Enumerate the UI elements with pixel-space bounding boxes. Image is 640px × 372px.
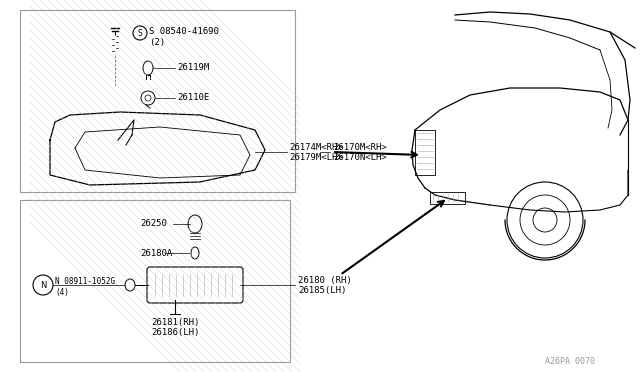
Text: 26186(LH): 26186(LH): [151, 328, 199, 337]
Text: 26110E: 26110E: [177, 93, 209, 103]
Text: 26119M: 26119M: [177, 64, 209, 73]
Text: 26181(RH): 26181(RH): [151, 317, 199, 327]
Text: 26174M<RH>: 26174M<RH>: [289, 144, 343, 153]
Text: 26170M<RH>: 26170M<RH>: [333, 142, 387, 151]
Text: S: S: [138, 29, 142, 38]
Text: 26180 (RH): 26180 (RH): [298, 276, 352, 285]
Text: 26170N<LH>: 26170N<LH>: [333, 154, 387, 163]
Text: 26179M<LH>: 26179M<LH>: [289, 154, 343, 163]
Text: 26180A: 26180A: [140, 248, 172, 257]
Text: N 08911-1052G: N 08911-1052G: [55, 278, 115, 286]
Text: (4): (4): [55, 289, 69, 298]
Text: A26PA 0070: A26PA 0070: [545, 357, 595, 366]
Text: (2): (2): [149, 38, 165, 48]
Text: N: N: [40, 280, 46, 289]
Bar: [20, 10, 295, 192]
Bar: [20, 200, 290, 362]
Text: 26185(LH): 26185(LH): [298, 286, 346, 295]
Text: S 08540-41690: S 08540-41690: [149, 26, 219, 35]
Text: 26250: 26250: [140, 219, 167, 228]
